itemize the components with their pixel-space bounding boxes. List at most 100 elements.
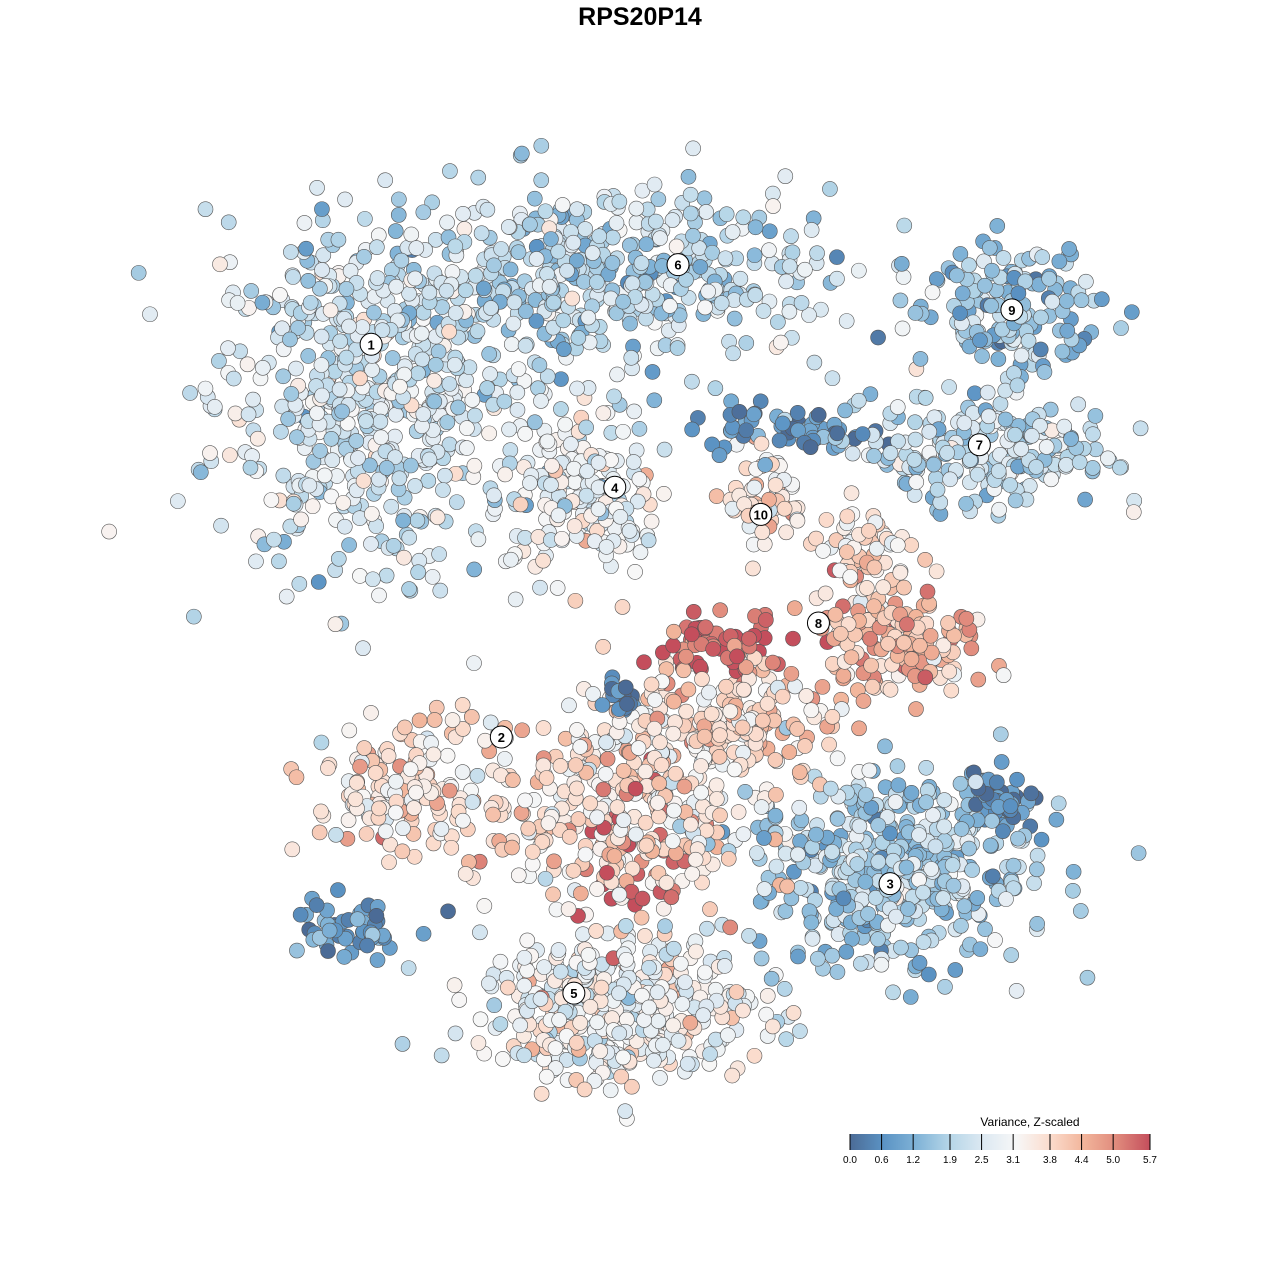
data-point xyxy=(580,309,597,326)
data-point xyxy=(503,336,520,353)
data-point xyxy=(556,341,572,357)
data-point xyxy=(368,907,385,924)
data-point xyxy=(803,914,820,931)
data-point xyxy=(680,168,697,185)
data-point xyxy=(282,331,298,348)
data-point xyxy=(1048,811,1065,828)
data-point xyxy=(274,320,290,337)
data-point xyxy=(330,231,347,248)
data-point xyxy=(598,539,615,555)
data-point xyxy=(626,403,642,420)
data-point xyxy=(753,799,770,815)
data-point xyxy=(923,644,940,661)
data-point xyxy=(444,712,461,728)
data-point xyxy=(559,262,575,279)
data-point xyxy=(839,508,856,525)
data-point xyxy=(827,606,844,623)
data-point xyxy=(531,357,548,373)
data-point xyxy=(355,473,372,489)
data-point xyxy=(193,464,209,481)
data-point xyxy=(619,696,635,712)
data-point xyxy=(573,885,589,902)
data-point xyxy=(486,257,502,274)
data-point xyxy=(696,190,713,207)
data-point xyxy=(753,435,770,452)
data-point xyxy=(304,498,321,515)
data-point xyxy=(546,853,562,870)
data-point xyxy=(280,411,296,427)
data-point xyxy=(683,626,700,643)
data-point xyxy=(289,429,305,445)
cluster-label-text: 7 xyxy=(976,438,983,453)
data-point xyxy=(378,460,395,476)
data-point xyxy=(855,693,872,709)
data-point xyxy=(380,748,397,764)
data-point xyxy=(953,918,969,934)
data-point xyxy=(946,627,962,644)
cluster-label-7: 7 xyxy=(967,433,991,457)
data-point xyxy=(599,751,616,767)
data-point xyxy=(594,697,611,713)
data-point xyxy=(338,281,355,297)
data-point xyxy=(271,553,287,570)
data-point xyxy=(363,506,380,522)
data-point xyxy=(254,294,271,311)
data-point xyxy=(310,574,327,590)
data-point xyxy=(718,678,734,695)
data-point xyxy=(425,746,442,763)
data-point xyxy=(1051,253,1068,270)
data-point xyxy=(708,488,725,504)
data-point xyxy=(977,921,993,937)
data-point xyxy=(313,803,329,820)
data-point xyxy=(969,466,986,483)
data-point xyxy=(504,839,520,856)
data-point xyxy=(650,191,667,208)
data-point xyxy=(810,950,826,967)
data-point xyxy=(1041,270,1057,287)
data-point xyxy=(553,401,569,417)
data-point xyxy=(1013,441,1029,457)
data-point xyxy=(569,780,585,797)
data-point xyxy=(961,840,977,857)
data-point xyxy=(790,846,806,863)
data-point xyxy=(553,371,569,387)
data-point xyxy=(789,405,806,421)
data-point xyxy=(990,463,1007,479)
cluster-label-text: 4 xyxy=(611,480,619,495)
data-point xyxy=(365,571,381,588)
data-point xyxy=(853,955,869,972)
data-point xyxy=(225,370,242,387)
data-point xyxy=(682,1014,699,1031)
data-point xyxy=(451,992,468,1008)
data-point xyxy=(696,728,713,745)
data-point xyxy=(657,918,673,934)
data-point xyxy=(363,536,379,552)
data-point xyxy=(890,777,907,793)
data-point xyxy=(738,659,754,676)
data-point xyxy=(755,303,772,319)
data-point xyxy=(512,1017,529,1034)
data-point xyxy=(870,853,887,870)
data-point xyxy=(781,303,798,320)
data-point xyxy=(781,744,798,760)
data-point xyxy=(664,833,681,849)
data-point xyxy=(408,240,425,256)
data-point xyxy=(765,198,781,214)
data-point xyxy=(754,712,771,729)
data-point xyxy=(927,838,944,855)
data-point xyxy=(450,399,466,416)
data-point xyxy=(658,875,675,891)
data-point xyxy=(457,866,474,882)
data-point xyxy=(467,407,483,424)
data-point xyxy=(1044,293,1061,310)
data-point xyxy=(851,818,868,835)
data-point xyxy=(649,984,666,1001)
data-point xyxy=(1087,408,1104,424)
data-point xyxy=(595,781,612,798)
cluster-label-badge xyxy=(489,725,513,749)
data-point xyxy=(492,1016,509,1032)
data-point xyxy=(593,979,610,996)
data-point xyxy=(862,630,878,647)
data-point xyxy=(952,775,969,792)
data-point xyxy=(1065,882,1081,899)
